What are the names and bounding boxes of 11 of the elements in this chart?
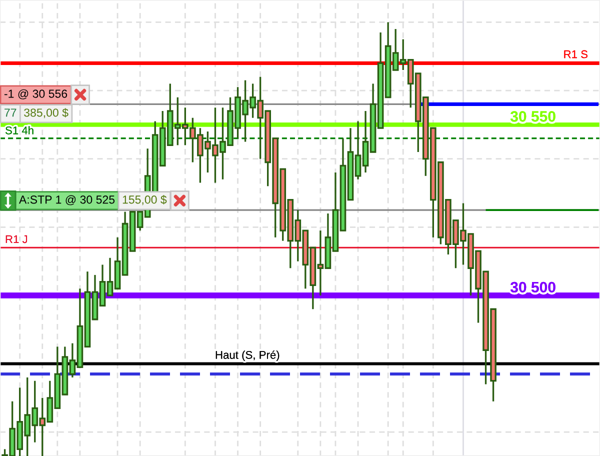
ref-line-label: A:STP 1 @ 30 525 xyxy=(18,195,115,206)
ref-line-label: Haut (S, Pré) xyxy=(216,350,280,362)
ref-line-label: R1 J xyxy=(6,235,28,244)
ref-line-label: R1 S xyxy=(564,50,588,58)
annotation: 385,00 $ xyxy=(24,108,68,118)
ref-line-label: -1 @ 30 556 xyxy=(4,89,68,100)
annotation: 77 xyxy=(4,108,16,117)
y-tick-label: 30 500 xyxy=(510,282,556,293)
ref-line-label: S1 4h xyxy=(6,126,34,134)
y-tick-label: 30 550 xyxy=(510,111,556,122)
annotation: 155,00 $ xyxy=(122,195,167,206)
